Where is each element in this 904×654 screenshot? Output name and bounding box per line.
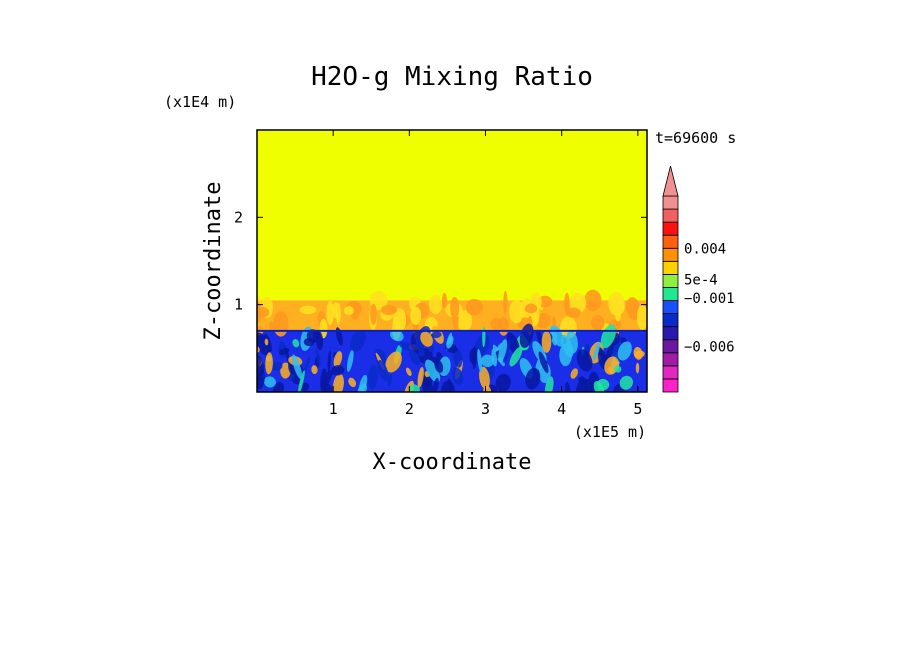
x-tick-label: 5	[633, 400, 642, 418]
colorbar-segment	[662, 300, 679, 314]
colorbar-segment	[662, 273, 679, 288]
x-axis: 1 2 3 4 5	[329, 130, 642, 418]
colorbar-segment	[662, 326, 679, 341]
colorbar-segment	[662, 260, 679, 275]
time-label: t=69600 s	[655, 129, 736, 147]
colorbar-label: −0.001	[684, 291, 735, 307]
x-tick-label: 4	[557, 400, 566, 418]
colorbar-label: −0.006	[684, 339, 735, 355]
field-region-0	[257, 130, 647, 301]
colorbar-segment	[662, 313, 679, 328]
plot-area	[257, 130, 647, 392]
y-tick-label: 2	[234, 208, 243, 226]
x-tick-label: 3	[481, 400, 490, 418]
colorbar-segment	[662, 247, 679, 262]
colorbar: 0.004 5e-4 −0.001 −0.006	[662, 165, 735, 393]
colorbar-segment	[662, 287, 679, 301]
plot-frame	[256, 129, 648, 393]
colorbar-segment	[662, 195, 679, 210]
colorbar-label: 5e-4	[684, 273, 718, 289]
colorbar-segment	[662, 208, 679, 223]
colorbar-segment	[662, 339, 679, 354]
colorbar-segment	[662, 365, 679, 380]
y-multiplier-label: (x1E4 m)	[164, 93, 236, 111]
y-axis: 12	[234, 208, 647, 314]
x-multiplier-label: (x1E5 m)	[574, 423, 646, 441]
x-tick-label: 2	[405, 400, 414, 418]
colorbar-segment	[662, 221, 679, 236]
x-axis-label: X-coordinate	[373, 450, 532, 475]
colorbar-segment	[662, 378, 679, 393]
turbulence-texture	[257, 289, 647, 392]
colorbar-extend-arrow	[662, 165, 679, 197]
colorbar-segment	[662, 234, 679, 249]
colorbar-label: 0.004	[684, 241, 726, 257]
y-axis-label: Z-coordinate	[201, 182, 226, 341]
y-tick-label: 1	[234, 296, 243, 314]
x-tick-label: 1	[329, 400, 338, 418]
colorbar-segment	[662, 352, 679, 367]
chart-title: H2O-g Mixing Ratio	[311, 62, 593, 92]
